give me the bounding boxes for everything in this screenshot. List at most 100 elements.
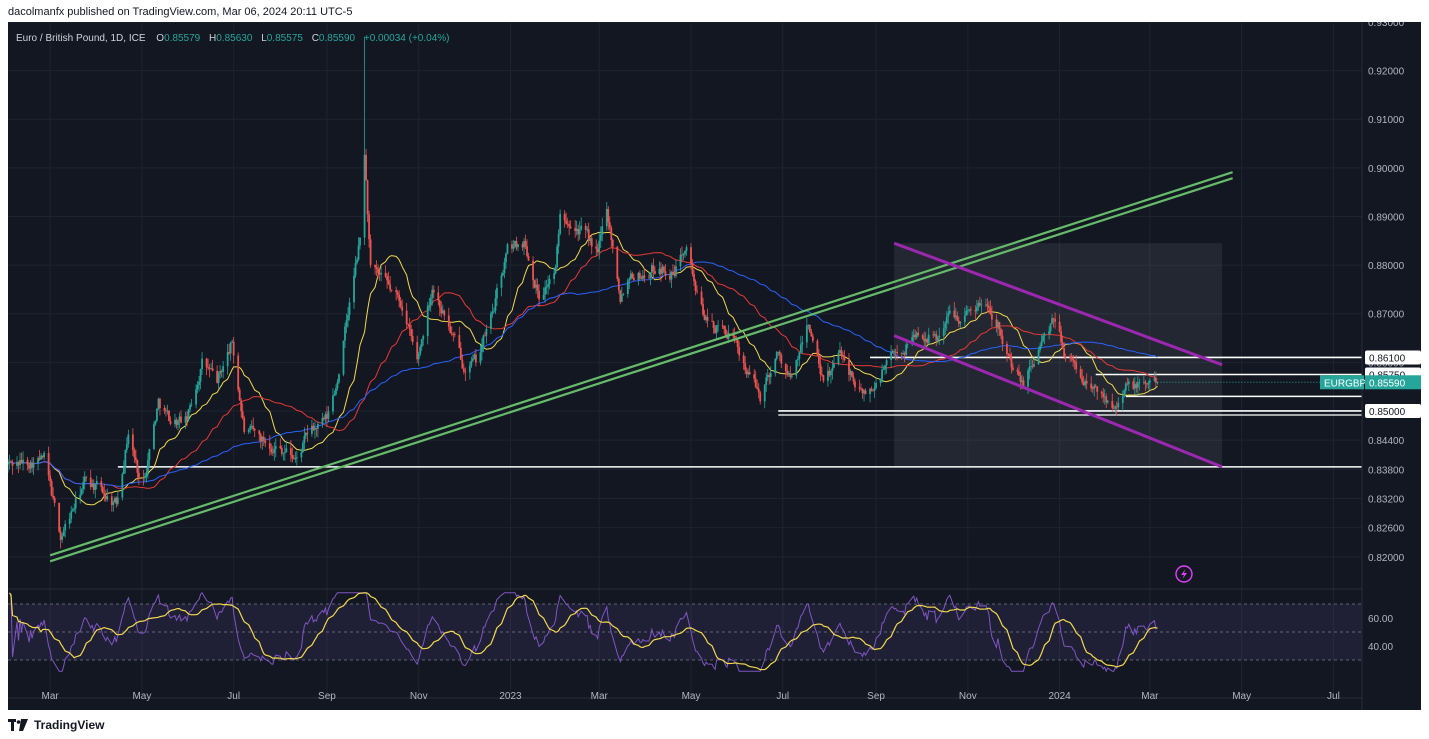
candle-body — [885, 360, 888, 366]
candle-body — [596, 248, 599, 253]
candle-body — [1060, 331, 1063, 343]
candle-body — [482, 335, 485, 347]
candle-body — [805, 325, 808, 343]
candle-body — [303, 435, 306, 444]
candle-body — [43, 452, 46, 458]
candle-body — [1069, 356, 1072, 358]
candle-body — [447, 315, 450, 327]
candle-body — [1054, 318, 1056, 322]
candle-body — [808, 324, 811, 332]
candle-body — [31, 462, 33, 468]
candle-body — [89, 477, 92, 487]
candle-body — [1117, 402, 1120, 408]
candle-body — [503, 262, 506, 273]
x-tick-label: Mar — [1141, 691, 1159, 702]
candle-body — [935, 334, 938, 341]
candle-body — [533, 280, 536, 288]
candle-body — [106, 496, 109, 500]
close-value: 0.85590 — [319, 33, 356, 44]
candle-body — [933, 334, 936, 336]
candle-body — [900, 353, 903, 355]
candle-body — [353, 275, 355, 303]
candle-body — [780, 354, 783, 364]
candle-body — [736, 339, 739, 347]
candle-body — [502, 272, 504, 276]
candle-body — [259, 434, 262, 442]
candle-body — [238, 389, 241, 401]
candle-body — [432, 289, 435, 293]
moving-average-line — [8, 231, 1158, 506]
candle-body — [68, 518, 71, 525]
candle-body — [205, 358, 208, 368]
price-axis[interactable]: 0.82000 0.82600 0.83200 0.83800 0.84400 0.850… — [1368, 22, 1405, 564]
candle-body — [622, 293, 625, 295]
candle-body — [375, 267, 378, 269]
candle-body — [342, 340, 345, 375]
candle-body — [29, 462, 32, 469]
candle-body — [631, 273, 634, 278]
lightning-icon[interactable] — [1175, 565, 1193, 583]
candle-body — [768, 375, 771, 377]
footer-brand[interactable]: TradingView — [8, 716, 104, 734]
x-tick-label: Sep — [867, 691, 885, 702]
candle-body — [1010, 357, 1013, 368]
candle-body — [515, 241, 518, 248]
candle-body — [942, 328, 945, 336]
y-tick-label: 0.93000 — [1368, 22, 1405, 29]
candle-body — [544, 287, 546, 295]
candle-body — [80, 489, 83, 495]
candle-body — [1064, 356, 1067, 358]
candle-body — [884, 365, 886, 370]
candle-body — [338, 374, 340, 383]
candle-body — [85, 476, 88, 478]
candle-body — [828, 370, 831, 376]
candle-body — [50, 481, 53, 496]
candles[interactable] — [8, 36, 1159, 549]
candle-body — [473, 354, 476, 359]
candle-body — [608, 222, 611, 228]
y-tick-label: 0.82000 — [1368, 553, 1405, 564]
candle-body — [464, 371, 467, 373]
candle-body — [658, 268, 661, 274]
symbol-description: Euro / British Pound, 1D, ICE — [16, 33, 146, 44]
candle-body — [154, 420, 157, 425]
candle-body — [326, 414, 328, 419]
candle-body — [323, 417, 325, 420]
candle-body — [428, 304, 431, 307]
candle-body — [839, 350, 841, 353]
candle-body — [264, 440, 267, 444]
candle-body — [968, 309, 971, 311]
candle-body — [987, 305, 990, 308]
candle-body — [745, 370, 748, 375]
high-label: H — [209, 33, 216, 44]
candle-body — [491, 311, 494, 314]
candle-body — [863, 390, 865, 394]
candle-body — [848, 360, 850, 375]
candle-body — [587, 229, 590, 241]
candle-body — [274, 446, 277, 449]
candle-body — [670, 272, 673, 280]
candle-body — [557, 233, 560, 247]
candle-body — [574, 228, 577, 232]
rsi-panel: 60.00 40.00 — [8, 588, 1393, 673]
candle-body — [229, 342, 232, 354]
candle-body — [1021, 380, 1023, 382]
y-tick-label: 0.83800 — [1368, 465, 1405, 476]
candle-body — [1040, 341, 1043, 347]
candle-body — [538, 290, 540, 300]
candle-body — [485, 328, 488, 336]
candle-body — [700, 291, 703, 305]
time-axis[interactable]: Mar May Jul Sep Nov 2023 Mar May Jul Sep Nov 2024 Ma… — [42, 691, 1340, 702]
y-tick-label: 0.83200 — [1368, 494, 1405, 505]
candle-body — [232, 341, 235, 356]
candle-body — [1144, 381, 1147, 384]
candle-body — [963, 315, 966, 322]
candle-body — [651, 265, 653, 273]
candle-body — [643, 275, 646, 278]
trend-drawings[interactable] — [49, 171, 1233, 563]
candle-body — [833, 363, 835, 368]
candle-body — [685, 247, 688, 251]
candle-body — [769, 373, 772, 377]
candle-body — [811, 336, 814, 341]
